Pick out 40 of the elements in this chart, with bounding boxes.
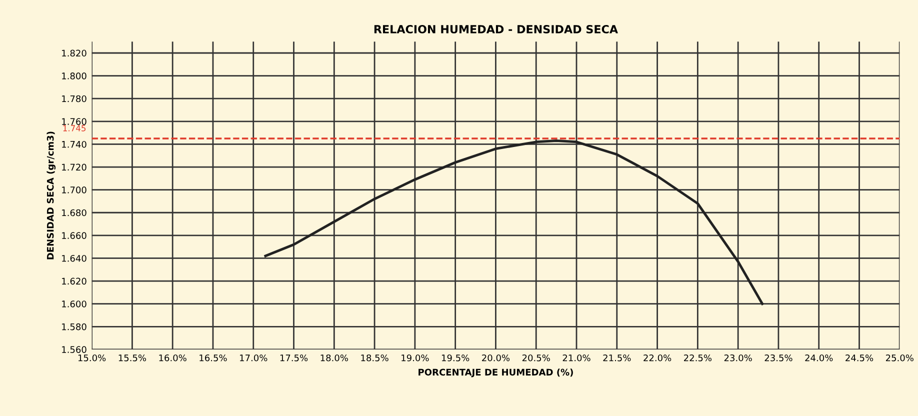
line-series — [264, 140, 764, 306]
x-tick-label: 17.0% — [240, 354, 268, 362]
y-tick-label: 1.580 — [62, 323, 86, 330]
y-tick-label: 1.680 — [62, 209, 86, 216]
x-tick-label: 20.0% — [482, 354, 510, 362]
x-tick-label: 19.5% — [442, 354, 470, 362]
y-tick-label: 1.720 — [62, 164, 86, 171]
x-tick-label: 21.0% — [562, 354, 590, 362]
x-tick-label: 24.0% — [805, 354, 833, 362]
x-tick-label: 23.0% — [724, 354, 752, 362]
x-tick-label: 16.0% — [159, 354, 186, 362]
x-tick-label: 24.5% — [846, 354, 874, 362]
ref-line-label: 1.745 — [63, 125, 86, 132]
x-tick-label: 15.5% — [118, 354, 146, 362]
x-tick-label: 20.5% — [522, 354, 550, 362]
x-tick-label: 16.5% — [200, 354, 227, 362]
x-tick-label: 15.0% — [78, 354, 106, 362]
y-tick-label: 1.600 — [62, 300, 86, 308]
y-tick-label: 1.760 — [62, 118, 86, 125]
x-axis-title: PORCENTAJE DE HUMEDAD (%) — [418, 368, 573, 378]
x-tick-label: 18.5% — [361, 354, 388, 362]
x-tick-label: 19.0% — [402, 354, 429, 362]
x-tick-label: 22.5% — [684, 354, 712, 362]
x-tick-label: 18.0% — [320, 354, 348, 362]
y-tick-label: 1.800 — [62, 72, 86, 80]
x-tick-label: 17.5% — [280, 354, 308, 362]
x-tick-label: 25.0% — [886, 354, 914, 362]
x-tick-label: 23.5% — [764, 354, 792, 362]
y-tick-label: 1.780 — [62, 95, 86, 102]
x-tick-label: 21.5% — [603, 354, 631, 362]
y-tick-label: 1.660 — [62, 232, 86, 239]
y-axis-title: DENSIDAD SECA (gr/cm3) — [46, 132, 56, 260]
y-tick-label: 1.560 — [62, 346, 86, 353]
chart-title: RELACION HUMEDAD - DENSIDAD SECA — [374, 25, 618, 34]
y-tick-label: 1.820 — [62, 50, 86, 57]
y-tick-label: 1.700 — [62, 186, 86, 194]
y-tick-label: 1.740 — [62, 140, 86, 148]
y-tick-label: 1.640 — [62, 254, 86, 262]
y-tick-label: 1.620 — [62, 278, 86, 285]
x-tick-label: 22.0% — [644, 354, 672, 362]
